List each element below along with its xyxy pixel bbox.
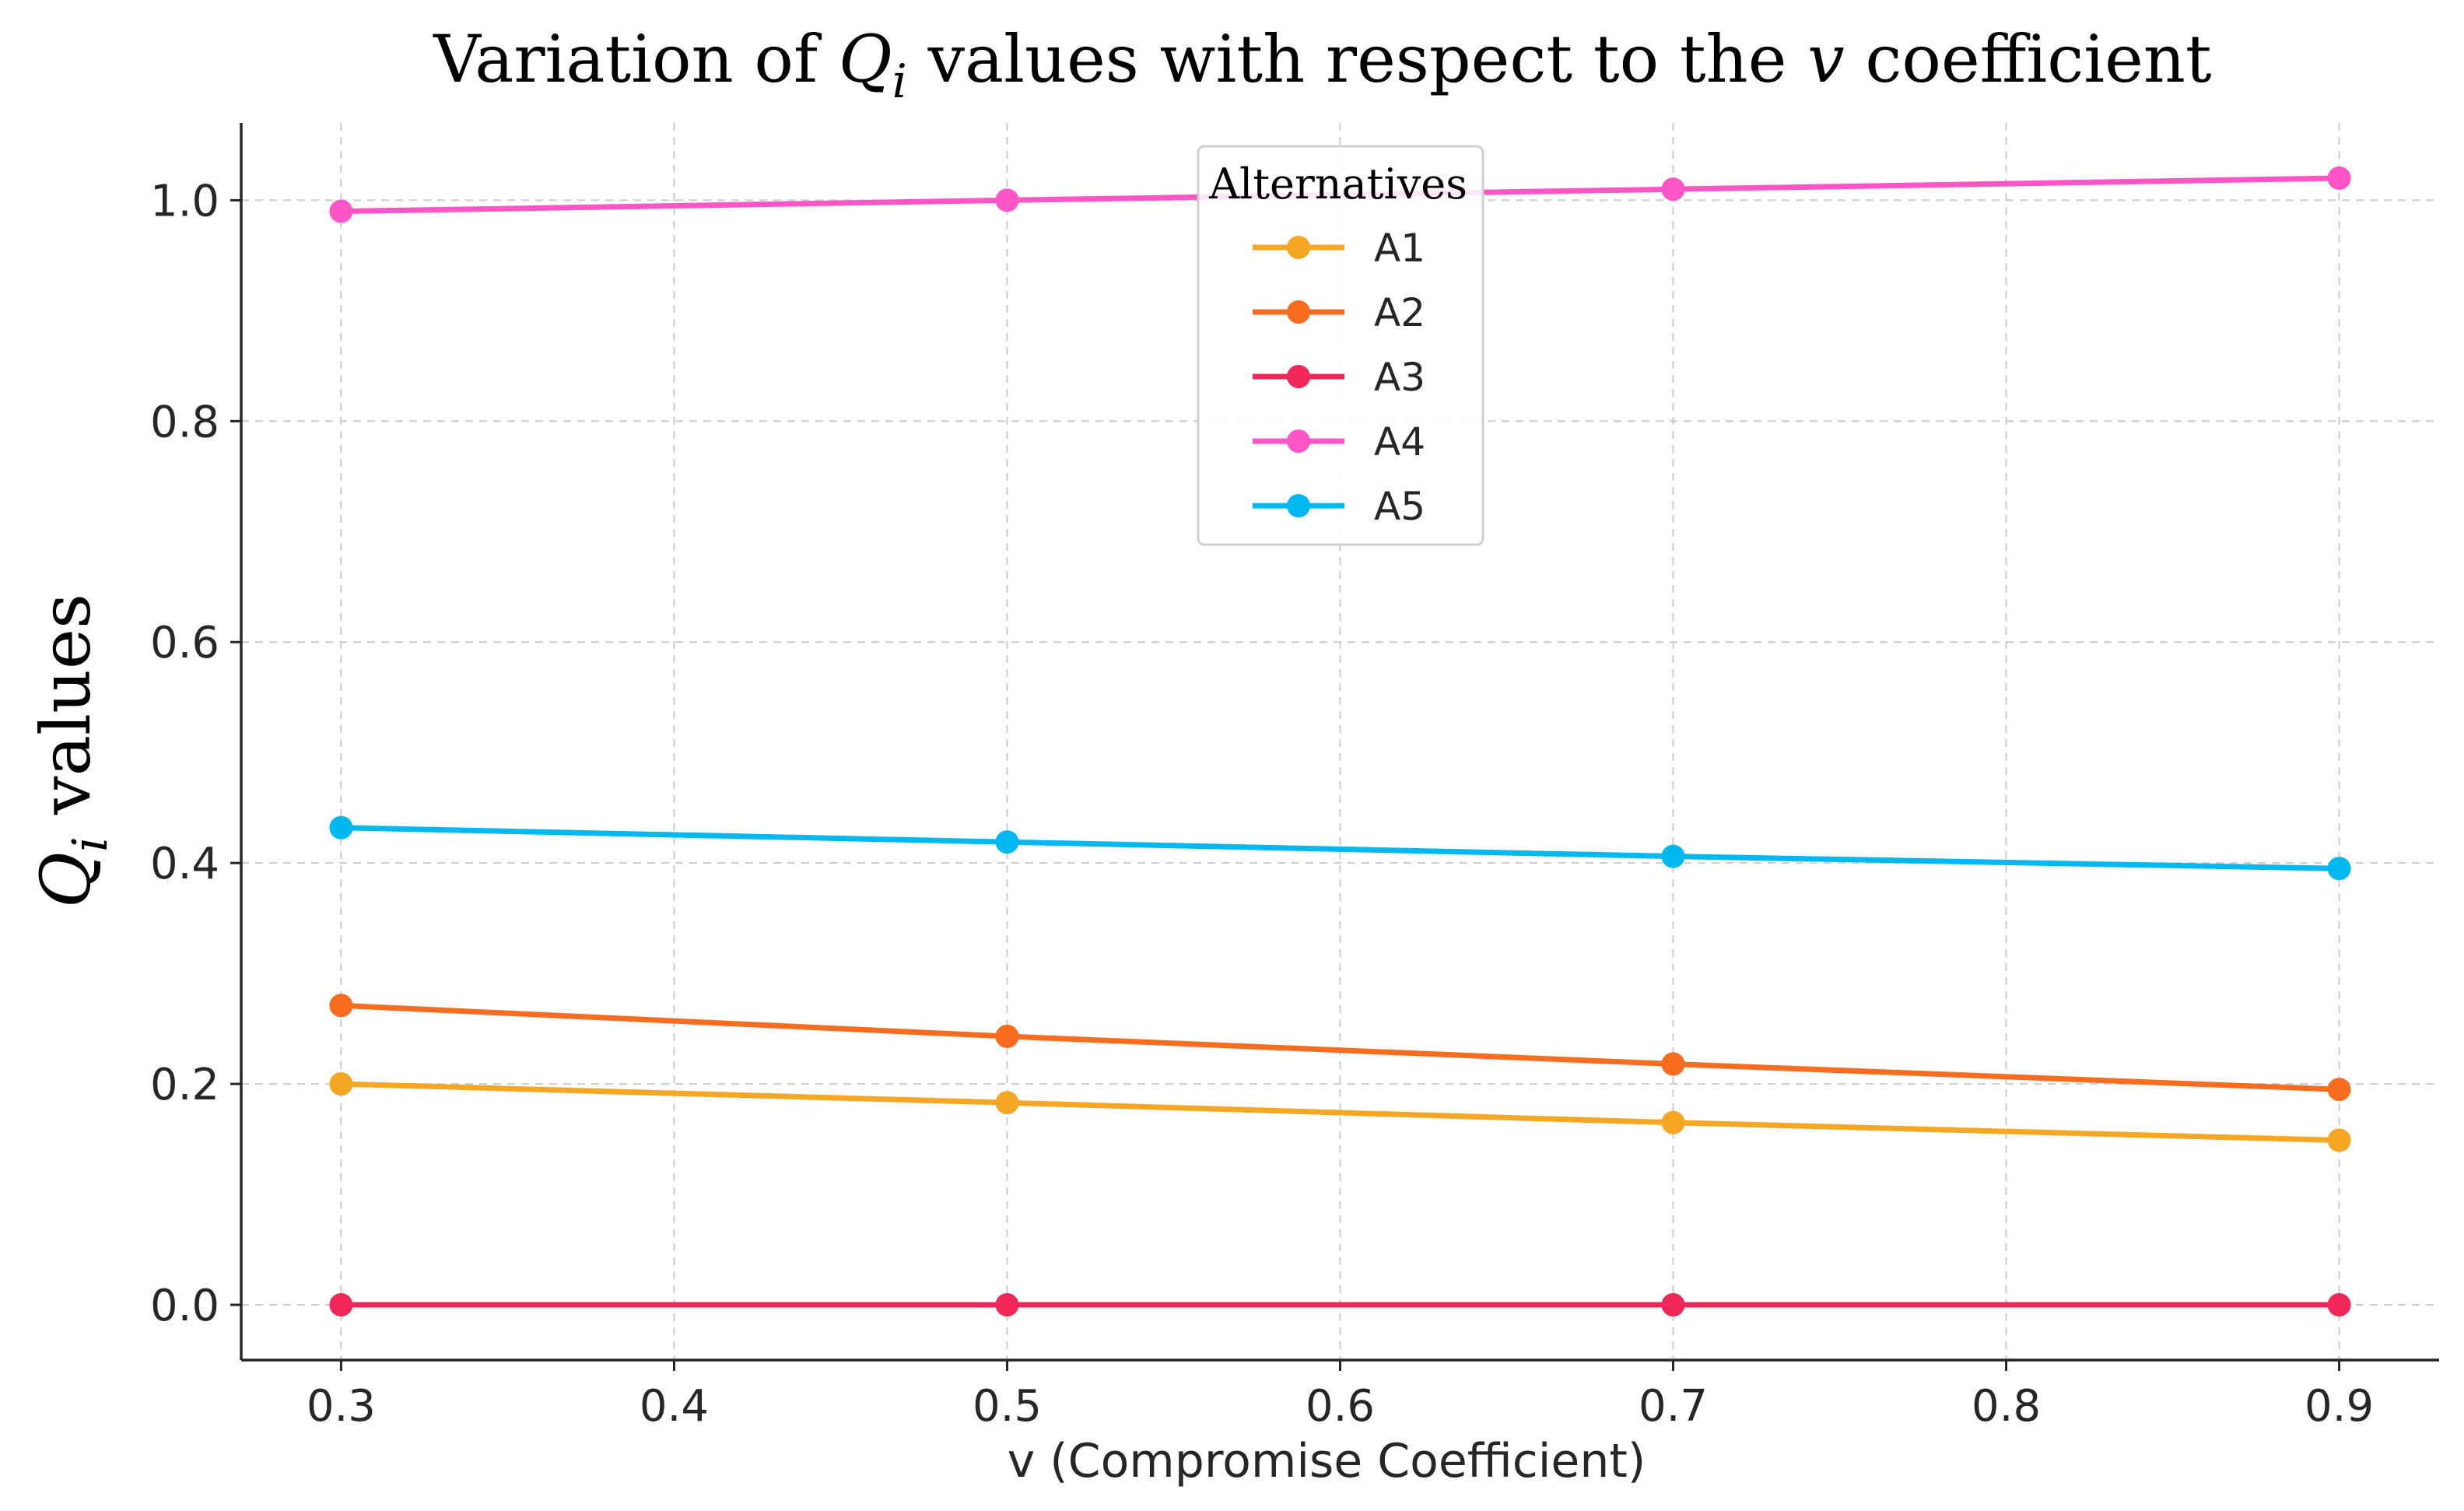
ylabel-math-q: Q xyxy=(26,852,106,908)
data-point-a3 xyxy=(2327,1293,2351,1317)
legend-entry-a2: A2 xyxy=(1253,290,1425,335)
legend-marker-a1 xyxy=(1287,236,1310,259)
data-point-a2 xyxy=(995,1025,1019,1049)
legend-title: Alternatives xyxy=(1208,160,1467,209)
y-tick-label: 0.0 xyxy=(150,1281,219,1331)
data-point-a3 xyxy=(1661,1293,1685,1317)
data-point-a5 xyxy=(1661,844,1685,868)
x-axis-label: v (Compromise Coefficient) xyxy=(1008,1434,1646,1488)
legend-label-a4: A4 xyxy=(1374,419,1425,465)
data-point-a3 xyxy=(329,1293,353,1317)
data-point-a1 xyxy=(2327,1128,2351,1152)
x-tick-label: 0.9 xyxy=(2305,1381,2374,1432)
legend-label-a5: A5 xyxy=(1374,484,1425,529)
data-point-a4 xyxy=(995,188,1019,212)
legend-marker-a5 xyxy=(1287,494,1310,517)
data-point-a5 xyxy=(995,830,1019,854)
legend-entry-a4: A4 xyxy=(1253,419,1425,465)
title-prefix: Variation of xyxy=(433,21,839,97)
legend-entries: A1 A2 A3 A4 A5 xyxy=(1253,226,1425,529)
y-tick-label: 1.0 xyxy=(150,176,219,226)
x-tick-label: 0.8 xyxy=(1972,1381,2041,1432)
series-line-a1 xyxy=(338,1081,2343,1143)
y-tick-label: 0.6 xyxy=(150,618,219,668)
x-tick-label: 0.7 xyxy=(1639,1381,1708,1432)
legend-entry-a3: A3 xyxy=(1253,355,1425,400)
title-math-q: Q xyxy=(839,21,892,97)
data-point-a2 xyxy=(2327,1078,2351,1102)
legend-marker-a4 xyxy=(1287,429,1310,453)
axes: 0.3 0.4 0.5 0.6 0.7 0.8 0.9 0.0 0.2 0.4 0.6 0.8 1.0 xyxy=(150,123,2439,1432)
title-math-v: v xyxy=(1807,21,1844,97)
data-point-a4 xyxy=(2327,166,2351,190)
title-middle: values with respect to the xyxy=(907,21,1807,97)
series-a1 xyxy=(329,1072,2351,1152)
title-math-sub: i xyxy=(892,54,907,109)
legend-label-a2: A2 xyxy=(1374,290,1425,335)
legend-entry-a1: A1 xyxy=(1253,226,1425,271)
y-tick-label: 0.8 xyxy=(150,397,219,447)
series-a2 xyxy=(329,994,2351,1102)
data-point-a1 xyxy=(1661,1110,1685,1134)
legend-label-a1: A1 xyxy=(1374,226,1425,271)
series-a3 xyxy=(329,1293,2351,1317)
y-tick-label: 0.4 xyxy=(150,839,219,889)
series-line-a2 xyxy=(338,1002,2343,1092)
svg-text:Qi values: Qi values xyxy=(26,594,118,908)
x-tick-label: 0.5 xyxy=(973,1381,1042,1432)
series-line-a5 xyxy=(338,825,2343,871)
data-point-a5 xyxy=(2327,857,2351,881)
data-point-a4 xyxy=(1661,177,1685,202)
y-tick-label: 0.2 xyxy=(150,1060,219,1110)
x-tick-label: 0.6 xyxy=(1306,1381,1375,1432)
data-point-a1 xyxy=(995,1091,1019,1115)
legend-entry-a5: A5 xyxy=(1253,484,1425,529)
data-point-a3 xyxy=(995,1293,1019,1317)
legend-label-a3: A3 xyxy=(1374,355,1425,400)
data-point-a2 xyxy=(329,994,353,1018)
chart-title: Variation of Qi values with respect to t… xyxy=(433,21,2212,109)
legend-marker-a2 xyxy=(1287,300,1310,324)
x-tick-label: 0.4 xyxy=(640,1381,709,1432)
ylabel-math-sub: i xyxy=(61,836,118,852)
series-a5 xyxy=(329,815,2351,881)
y-axis-label: Qi values xyxy=(26,594,118,908)
x-tick-label: 0.3 xyxy=(307,1381,376,1432)
legend-marker-a3 xyxy=(1287,365,1310,388)
data-point-a2 xyxy=(1661,1052,1685,1076)
data-point-a5 xyxy=(329,815,353,840)
data-point-a1 xyxy=(329,1072,353,1096)
ylabel-text: values xyxy=(26,594,106,836)
legend: Alternatives A1 A2 A3 A4 A5 xyxy=(1197,145,1484,546)
title-suffix: coefficient xyxy=(1845,21,2212,97)
data-point-a4 xyxy=(329,199,353,223)
